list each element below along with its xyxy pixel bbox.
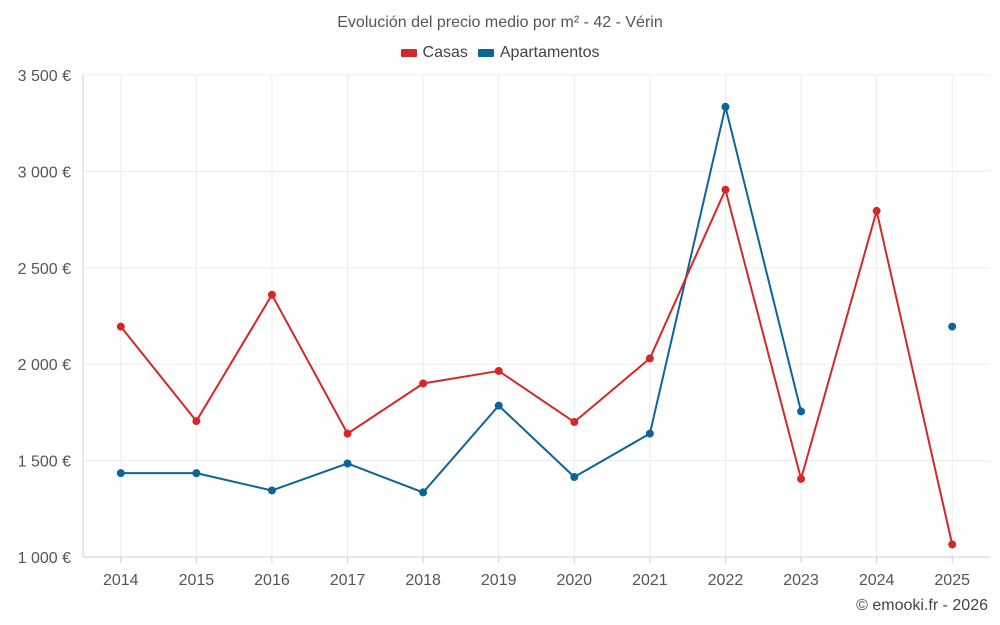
y-tick-label-2500: 2 500 € bbox=[18, 261, 71, 278]
data-point-casas-2022[interactable] bbox=[721, 185, 730, 194]
x-tick-label-2020: 2020 bbox=[556, 572, 592, 589]
data-point-apartamentos-2020[interactable] bbox=[570, 472, 579, 481]
data-point-apartamentos-2018[interactable] bbox=[419, 488, 428, 497]
chart-title: Evolución del precio medio por m² - 42 -… bbox=[337, 14, 663, 31]
copyright-credit: © emooki.fr - 2026 bbox=[856, 597, 988, 614]
data-point-casas-2018[interactable] bbox=[419, 379, 428, 388]
data-point-casas-2019[interactable] bbox=[494, 366, 503, 375]
data-point-casas-2025[interactable] bbox=[948, 540, 957, 549]
legend-entry-apartamentos[interactable]: Apartamentos bbox=[477, 44, 600, 62]
data-point-casas-2015[interactable] bbox=[192, 417, 201, 426]
series-line-apartamentos-0 bbox=[120, 105, 803, 494]
data-point-casas-2017[interactable] bbox=[343, 429, 352, 438]
y-tick-label-2000: 2 000 € bbox=[18, 357, 71, 374]
x-tick-label-2017: 2017 bbox=[330, 572, 366, 589]
legend-swatch-casas bbox=[400, 49, 417, 57]
data-point-apartamentos-2014[interactable] bbox=[116, 469, 125, 478]
data-point-apartamentos-2021[interactable] bbox=[645, 429, 654, 438]
data-point-apartamentos-2015[interactable] bbox=[192, 469, 201, 478]
data-point-apartamentos-2023[interactable] bbox=[797, 407, 806, 416]
data-point-apartamentos-2025[interactable] bbox=[948, 322, 957, 331]
x-tick-label-2018: 2018 bbox=[405, 572, 441, 589]
legend-label-casas: Casas bbox=[422, 44, 468, 61]
legend-entry-casas[interactable]: Casas bbox=[400, 44, 468, 62]
x-tick-label-2023: 2023 bbox=[783, 572, 819, 589]
data-point-apartamentos-2016[interactable] bbox=[267, 486, 276, 495]
series-line-casas bbox=[120, 188, 954, 545]
data-point-casas-2014[interactable] bbox=[116, 322, 125, 331]
legend-swatch-apartamentos bbox=[477, 49, 494, 57]
x-tick-label-2014: 2014 bbox=[103, 572, 139, 589]
x-tick-label-2022: 2022 bbox=[708, 572, 744, 589]
y-tick-label-3000: 3 000 € bbox=[18, 164, 71, 181]
x-tick-label-2021: 2021 bbox=[632, 572, 668, 589]
data-point-casas-2016[interactable] bbox=[267, 290, 276, 299]
x-tick-label-2015: 2015 bbox=[179, 572, 215, 589]
data-point-apartamentos-2022[interactable] bbox=[721, 102, 730, 111]
data-point-casas-2021[interactable] bbox=[645, 354, 654, 363]
legend-label-apartamentos: Apartamentos bbox=[499, 44, 600, 61]
x-tick-label-2024: 2024 bbox=[859, 572, 895, 589]
y-tick-label-3500: 3 500 € bbox=[18, 68, 71, 85]
legend: Casas Apartamentos bbox=[0, 44, 1000, 62]
data-point-casas-2024[interactable] bbox=[872, 206, 881, 215]
x-tick-label-2025: 2025 bbox=[934, 572, 970, 589]
x-tick-label-2019: 2019 bbox=[481, 572, 517, 589]
y-tick-label-1000: 1 000 € bbox=[18, 550, 71, 567]
data-point-casas-2023[interactable] bbox=[797, 474, 806, 483]
x-tick-label-2016: 2016 bbox=[254, 572, 290, 589]
data-point-apartamentos-2019[interactable] bbox=[494, 401, 503, 410]
data-point-apartamentos-2017[interactable] bbox=[343, 459, 352, 468]
data-point-casas-2020[interactable] bbox=[570, 418, 579, 427]
y-tick-label-1500: 1 500 € bbox=[18, 454, 71, 471]
